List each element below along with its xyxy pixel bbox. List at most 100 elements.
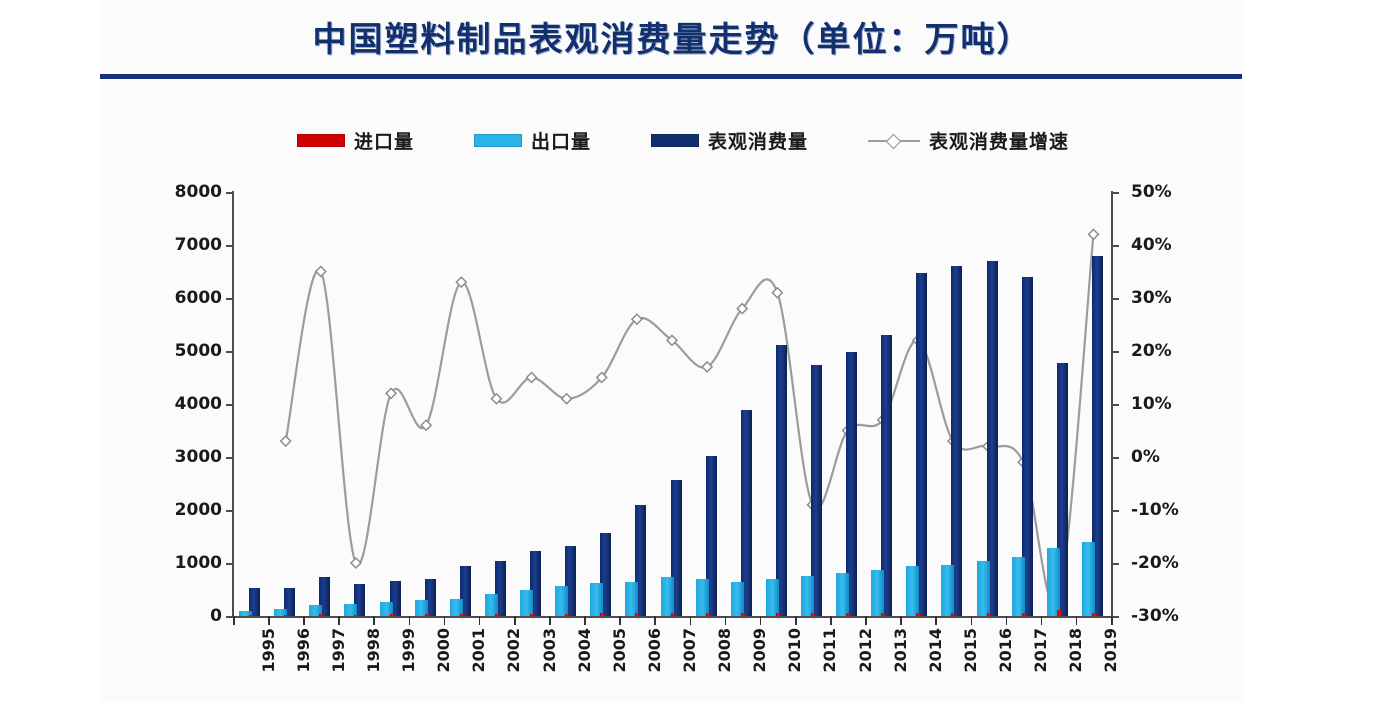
bar-import-2008[interactable] [705,613,711,616]
growth-rate-marker-2007[interactable] [665,334,679,347]
growth-rate-marker-2006[interactable] [630,313,643,326]
bar-export-2018[interactable] [1046,548,1060,616]
bar-consumption-2016[interactable] [986,261,998,616]
bar-import-2000[interactable] [424,614,430,616]
bar-import-2007[interactable] [670,613,676,616]
bar-consumption-2006[interactable] [635,504,647,616]
growth-rate-marker-2008[interactable] [701,360,714,373]
legend-item-2[interactable]: 表观消费量 [651,127,808,154]
bar-import-2001[interactable] [459,614,465,616]
bar-export-2016[interactable] [976,561,990,616]
bar-import-1999[interactable] [389,614,395,616]
bar-consumption-2013[interactable] [881,334,893,616]
bar-export-1995[interactable] [239,610,253,616]
bar-consumption-2002[interactable] [494,561,506,616]
bar-export-2017[interactable] [1011,556,1025,616]
bar-import-2017[interactable] [1021,612,1027,616]
bar-import-2012[interactable] [846,612,852,616]
bar-import-1995[interactable] [249,614,255,616]
bar-consumption-2005[interactable] [600,533,612,616]
bar-export-2011[interactable] [800,575,814,616]
bar-export-2004[interactable] [555,585,569,616]
bar-import-2004[interactable] [565,613,571,616]
bar-consumption-1998[interactable] [354,584,366,616]
bar-import-2013[interactable] [881,612,887,616]
bar-consumption-2004[interactable] [565,546,577,616]
growth-rate-marker-2010[interactable] [771,286,784,299]
bar-export-2006[interactable] [625,581,639,616]
bar-export-2008[interactable] [695,578,709,616]
bar-export-2012[interactable] [836,572,850,616]
bar-export-2014[interactable] [906,565,920,616]
bar-import-2003[interactable] [530,613,536,616]
bar-consumption-1995[interactable] [249,588,261,616]
bar-import-2016[interactable] [986,612,992,616]
bar-export-1996[interactable] [274,608,288,616]
legend-item-3[interactable]: 表观消费量增速 [868,127,1069,154]
bar-consumption-2019[interactable] [1091,256,1103,616]
bar-import-2009[interactable] [740,613,746,616]
x-axis-tick [513,616,516,625]
bar-import-2006[interactable] [635,613,641,616]
x-axis-tick [654,616,657,625]
legend-item-label: 表观消费量增速 [929,130,1070,153]
growth-rate-marker-2009[interactable] [736,302,749,315]
bar-export-2001[interactable] [449,599,463,616]
bar-consumption-1996[interactable] [284,587,296,616]
bar-export-2002[interactable] [484,593,498,616]
growth-rate-marker-1999[interactable] [385,387,398,400]
y-axis-left-tick-label: 8000 [174,182,222,202]
bar-import-2010[interactable] [775,613,781,616]
bar-export-2007[interactable] [660,576,674,616]
growth-rate-marker-2001[interactable] [455,276,468,289]
growth-rate-marker-2005[interactable] [595,371,608,384]
bar-consumption-2008[interactable] [705,456,717,616]
growth-rate-marker-2019[interactable] [1087,228,1100,241]
growth-rate-marker-2000[interactable] [420,419,433,432]
bar-consumption-2014[interactable] [916,273,928,616]
growth-rate-marker-1996[interactable] [279,435,292,448]
bar-consumption-1999[interactable] [389,581,401,616]
bar-export-2019[interactable] [1081,542,1095,616]
growth-rate-marker-1997[interactable] [314,265,327,278]
legend-item-1[interactable]: 出口量 [473,127,591,154]
bar-export-2000[interactable] [414,600,428,616]
y-axis-left-tick [226,351,233,353]
bar-consumption-2001[interactable] [459,565,471,616]
bar-export-1997[interactable] [309,605,323,616]
growth-rate-marker-1998[interactable] [349,556,362,570]
bar-export-2009[interactable] [730,582,744,616]
bar-export-2003[interactable] [520,589,534,616]
legend-item-0[interactable]: 进口量 [296,127,414,154]
bar-consumption-2015[interactable] [951,266,963,616]
bar-import-1997[interactable] [319,614,325,616]
bar-export-2015[interactable] [941,565,955,616]
bar-consumption-2011[interactable] [810,364,822,616]
bar-export-2010[interactable] [765,578,779,616]
bar-import-2015[interactable] [951,612,957,616]
bar-import-2014[interactable] [916,612,922,616]
bar-consumption-2007[interactable] [670,479,682,616]
bar-export-2005[interactable] [590,582,604,616]
bar-consumption-2003[interactable] [530,551,542,616]
bar-consumption-2012[interactable] [846,352,858,616]
bar-export-1999[interactable] [379,601,393,616]
bar-consumption-2010[interactable] [775,344,787,616]
bar-consumption-2009[interactable] [740,409,752,616]
growth-rate-marker-2003[interactable] [525,371,538,384]
growth-rate-marker-2004[interactable] [560,392,573,405]
bar-export-1998[interactable] [344,603,358,616]
bar-import-2019[interactable] [1091,612,1097,616]
bar-consumption-2018[interactable] [1056,362,1068,616]
bar-consumption-1997[interactable] [319,576,331,616]
bar-import-2018[interactable] [1056,609,1062,616]
bar-import-1996[interactable] [284,614,290,616]
bar-import-2002[interactable] [494,614,500,616]
bar-import-2005[interactable] [600,613,606,616]
bar-import-2011[interactable] [810,612,816,616]
bar-import-1998[interactable] [354,614,360,616]
bar-consumption-2000[interactable] [424,579,436,616]
bar-export-2013[interactable] [871,570,885,616]
growth-rate-marker-2002[interactable] [490,392,503,405]
bar-consumption-2017[interactable] [1021,276,1033,616]
